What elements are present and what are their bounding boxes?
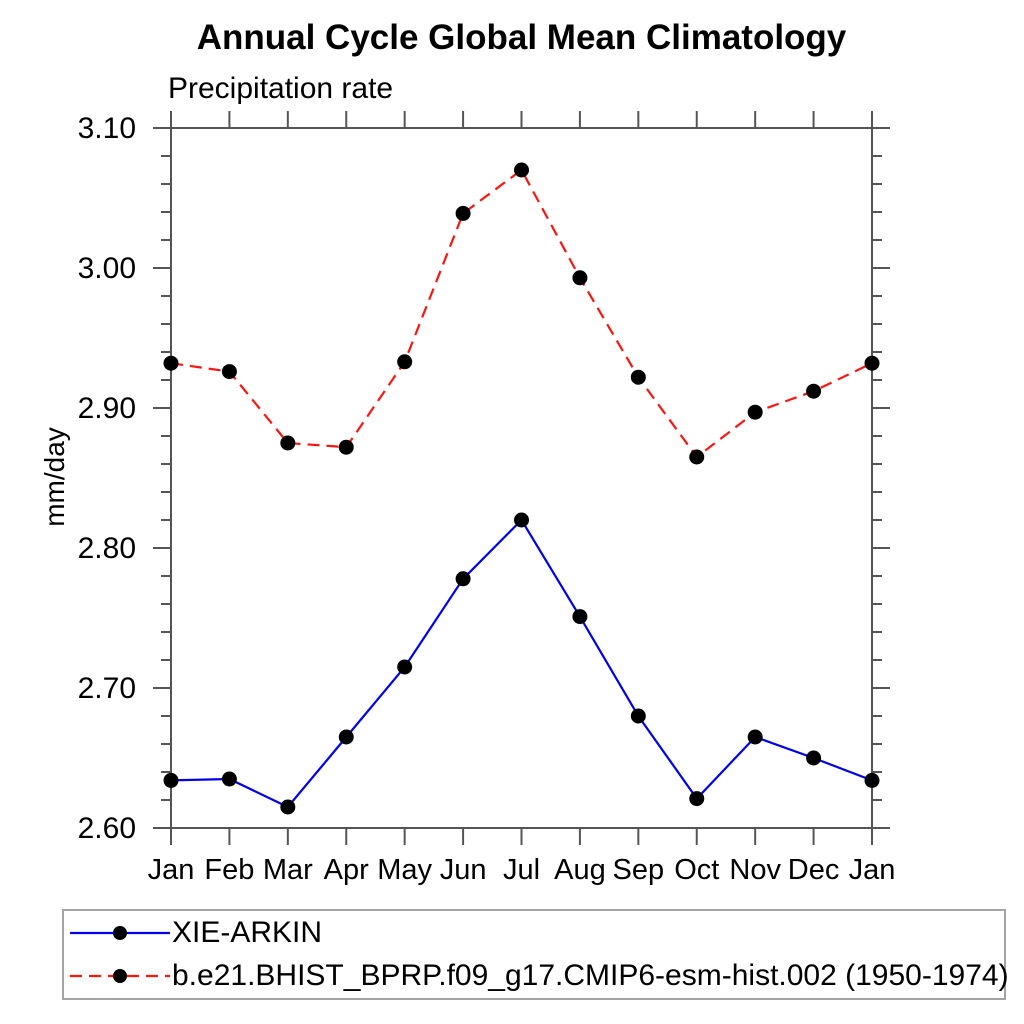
data-point-marker [864, 772, 880, 788]
x-tick-label: Jul [503, 854, 540, 886]
data-point-marker [630, 369, 646, 385]
legend-sample-line-dashed [70, 969, 170, 983]
data-point-marker [221, 771, 237, 787]
data-point-marker [397, 354, 413, 370]
x-tick-label: Jun [440, 854, 487, 886]
axis-box [170, 127, 873, 829]
data-point-marker [689, 791, 705, 807]
x-tick-label: Nov [729, 854, 781, 886]
y-tick-label: 2.60 [78, 812, 136, 845]
y-tick-label: 2.90 [78, 392, 136, 425]
legend-sample-marker [113, 969, 127, 983]
data-point-marker [572, 609, 588, 625]
y-tick-label: 3.00 [78, 252, 136, 285]
data-point-marker [455, 571, 471, 587]
data-point-marker [864, 355, 880, 371]
data-point-marker [163, 355, 179, 371]
data-point-marker [514, 512, 529, 528]
data-point-marker [514, 162, 529, 178]
legend-label: b.e21.BHIST_BPRP.f09_g17.CMIP6-esm-hist.… [172, 959, 1009, 992]
x-tick-label: Jan [849, 854, 896, 886]
data-point-marker [221, 364, 237, 380]
x-tick-label: May [377, 854, 432, 886]
data-point-marker [747, 729, 763, 745]
x-tick-label: Dec [788, 854, 840, 886]
legend-label: XIE-ARKIN [172, 916, 323, 949]
x-tick-label: Feb [204, 854, 254, 886]
data-point-marker [280, 799, 296, 815]
y-tick-label: 2.70 [78, 672, 136, 705]
data-point-marker [163, 772, 179, 788]
data-point-marker [630, 708, 646, 724]
data-point-marker [397, 659, 413, 675]
data-point-marker [747, 404, 763, 420]
y-tick-label: 3.10 [78, 112, 136, 145]
data-point-marker [455, 205, 471, 221]
legend-sample-line-solid [70, 926, 170, 940]
x-tick-label: Aug [554, 854, 606, 886]
x-tick-label: Mar [263, 854, 313, 886]
data-point-marker [572, 270, 588, 286]
x-tick-label: Jan [148, 854, 195, 886]
x-tick-label: Sep [613, 854, 665, 886]
data-point-marker [689, 449, 705, 465]
data-point-marker [806, 383, 822, 399]
chart-subtitle: Precipitation rate [168, 72, 394, 105]
data-point-marker [338, 439, 354, 455]
legend-sample-marker [113, 926, 127, 940]
data-point-marker [806, 750, 822, 766]
legend-entry-xie-arkin: XIE-ARKIN [70, 915, 1004, 951]
legend-box: XIE-ARKIN b.e21.BHIST_BPRP.f09_g17.CMIP6… [62, 909, 1009, 1000]
chart-title: Annual Cycle Global Mean Climatology [196, 18, 847, 57]
data-point-marker [338, 729, 354, 745]
y-tick-label: 2.80 [78, 532, 136, 565]
x-tick-label: Apr [324, 854, 369, 886]
legend-entry-model: b.e21.BHIST_BPRP.f09_g17.CMIP6-esm-hist.… [70, 958, 1009, 994]
x-tick-label: Oct [674, 854, 719, 886]
series-line-0 [170, 518, 873, 809]
series-line-1 [170, 168, 873, 459]
data-point-marker [280, 435, 296, 451]
